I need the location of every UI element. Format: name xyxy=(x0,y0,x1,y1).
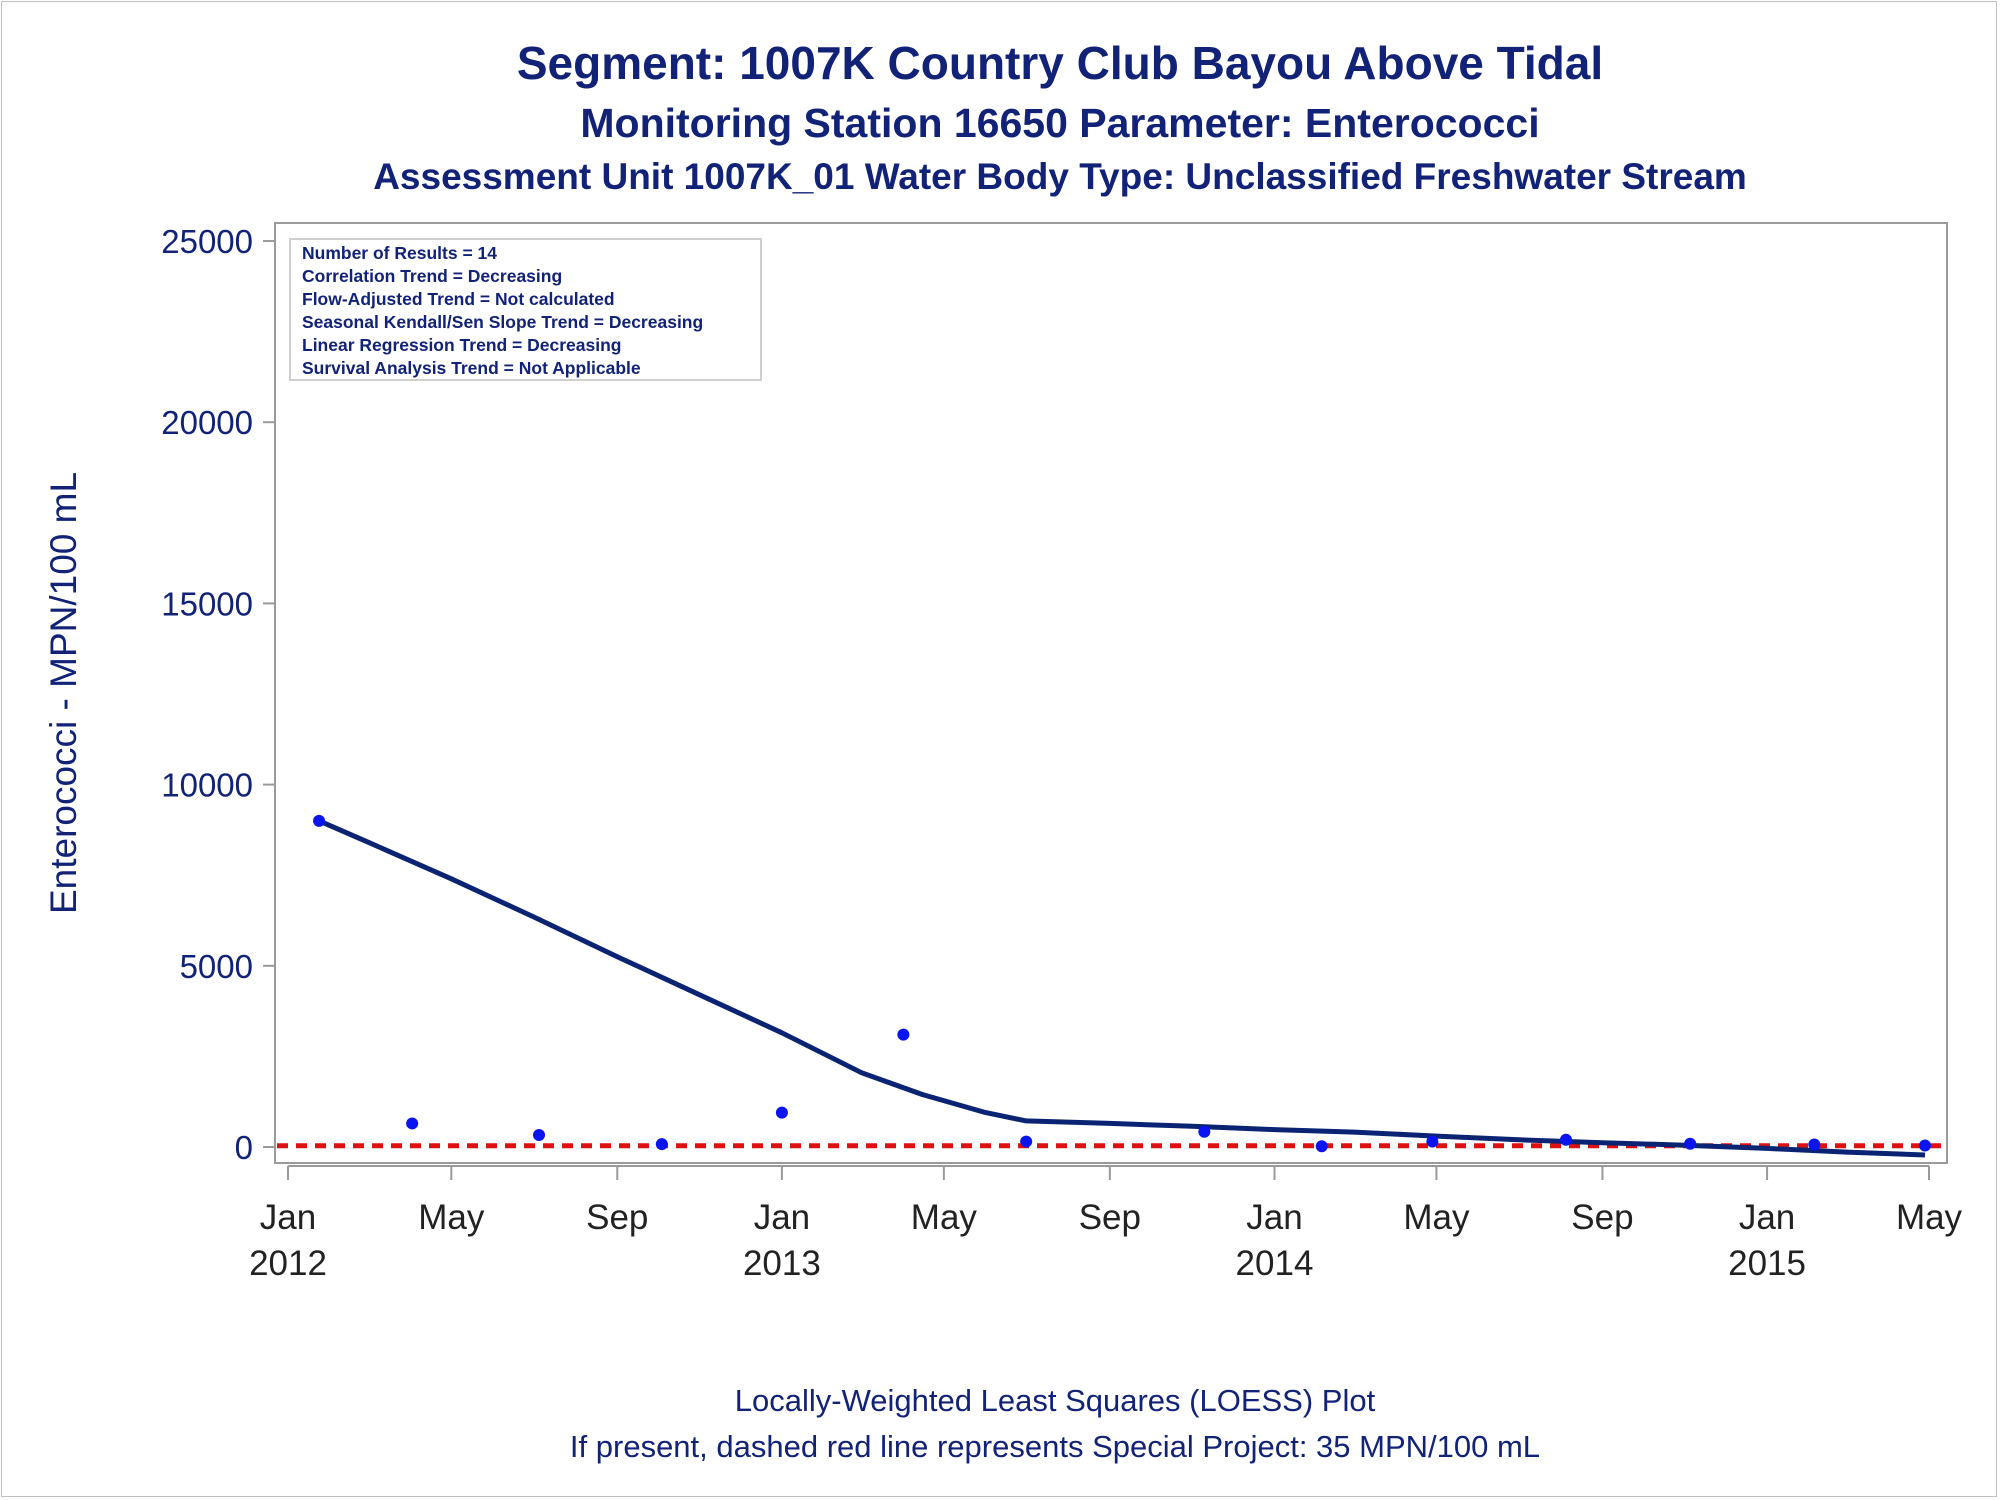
x-axis: Jan 2012 May Sep Jan 2013 May Sep Jan 2014 May Sep J… xyxy=(249,1165,1963,1283)
x-tick-year-label: 2015 xyxy=(1728,1244,1806,1283)
annotation-text: Number of Results = 14 xyxy=(302,243,497,263)
loess-line-group xyxy=(318,818,1926,1158)
x-tick-year-label: 2012 xyxy=(249,1244,327,1283)
annotation-text: Correlation Trend = Decreasing xyxy=(302,266,562,286)
data-point xyxy=(1315,1140,1328,1153)
annotation-text: Linear Regression Trend = Decreasing xyxy=(302,335,622,355)
x-tick-label: May xyxy=(1896,1198,1963,1237)
y-tick-label: 20000 xyxy=(161,404,253,441)
x-tick-label: May xyxy=(1403,1198,1470,1237)
plot-area xyxy=(274,222,1948,1164)
loess-line xyxy=(318,818,1926,1158)
x-tick-label: Jan xyxy=(754,1198,810,1237)
chart-title: Segment: 1007K Country Club Bayou Above … xyxy=(516,37,1604,89)
data-points-group xyxy=(313,814,1931,1153)
data-point xyxy=(1559,1133,1572,1146)
footnote-method: Locally-Weighted Least Squares (LOESS) P… xyxy=(734,1383,1376,1418)
x-tick-label: Jan xyxy=(1739,1198,1795,1237)
x-tick-label: Jan xyxy=(260,1198,316,1237)
footnote-reference-line: If present, dashed red line represents S… xyxy=(569,1429,1541,1464)
x-tick-label: Sep xyxy=(586,1198,648,1237)
x-tick-label: May xyxy=(418,1198,485,1237)
x-tick-label: Jan xyxy=(1246,1198,1302,1237)
data-point xyxy=(897,1028,910,1041)
data-point xyxy=(1426,1135,1439,1148)
x-tick-year-label: 2014 xyxy=(1236,1244,1314,1283)
x-tick-label: Sep xyxy=(1571,1198,1633,1237)
data-point xyxy=(1918,1139,1931,1152)
data-point xyxy=(775,1106,788,1119)
data-point xyxy=(406,1117,419,1130)
data-point xyxy=(533,1129,546,1142)
y-axis: 0 5000 10000 15000 20000 25000 xyxy=(161,223,275,1166)
y-tick-label: 0 xyxy=(235,1129,253,1166)
y-axis-label: Enterococci - MPN/100 mL xyxy=(43,472,84,914)
x-tick-year-label: 2013 xyxy=(743,1244,821,1283)
x-tick-label: Sep xyxy=(1079,1198,1141,1237)
data-point xyxy=(655,1138,668,1151)
y-tick-label: 25000 xyxy=(161,223,253,260)
y-tick-label: 15000 xyxy=(161,585,253,622)
data-point xyxy=(1684,1137,1697,1150)
data-point xyxy=(1198,1125,1211,1138)
y-tick-label: 5000 xyxy=(180,948,253,985)
data-point xyxy=(313,814,326,827)
data-point xyxy=(1020,1135,1033,1148)
chart-subtitle: Monitoring Station 16650 Parameter: Ente… xyxy=(580,100,1540,146)
annotation-text: Flow-Adjusted Trend = Not calculated xyxy=(302,289,615,309)
data-point xyxy=(1808,1138,1821,1151)
annotation-box-border xyxy=(289,238,762,381)
annotation-text: Seasonal Kendall/Sen Slope Trend = Decre… xyxy=(302,312,703,332)
annotation-text: Survival Analysis Trend = Not Applicable xyxy=(302,358,641,378)
x-tick-label: May xyxy=(911,1198,978,1237)
annotation-box: Number of Results = 14 Correlation Trend … xyxy=(289,238,762,381)
chart-subtitle-2: Assessment Unit 1007K_01 Water Body Type… xyxy=(373,156,1747,197)
y-tick-label: 10000 xyxy=(161,767,253,804)
